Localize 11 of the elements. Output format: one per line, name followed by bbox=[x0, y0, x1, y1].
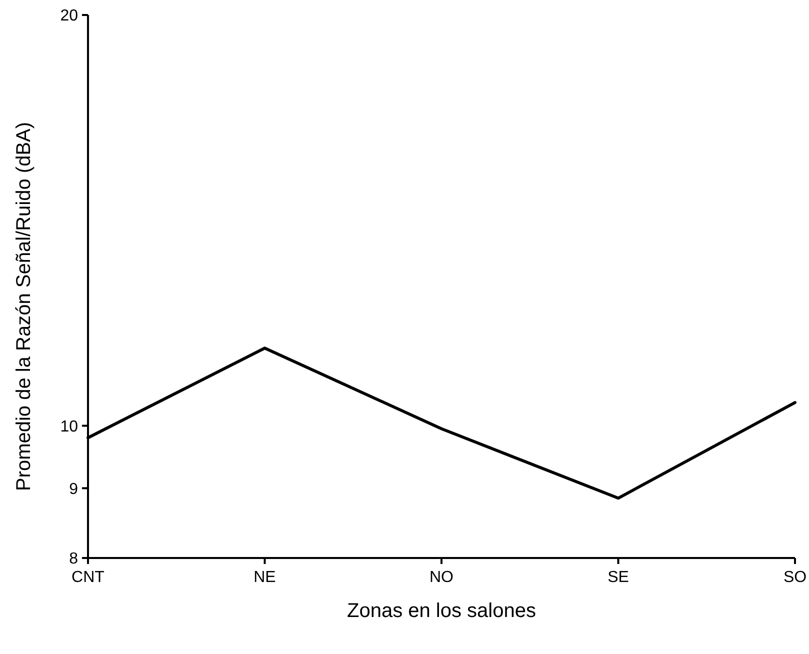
y-tick-label: 20 bbox=[60, 8, 78, 25]
y-tick-label: 9 bbox=[69, 480, 78, 498]
x-tick-label: SE bbox=[608, 569, 629, 586]
y-axis-title: Promedio de la Razón Señal/Ruido (dBA) bbox=[13, 122, 35, 492]
x-axis-title: Zonas en los salones bbox=[346, 600, 536, 622]
x-tick-label: NE bbox=[254, 569, 276, 586]
y-tick-label: 10 bbox=[60, 418, 78, 436]
x-tick-label: CNT bbox=[72, 569, 105, 586]
x-tick-label: SO bbox=[783, 569, 807, 586]
x-tick-label: NO bbox=[430, 569, 454, 586]
y-tick-label: 8 bbox=[69, 550, 78, 568]
